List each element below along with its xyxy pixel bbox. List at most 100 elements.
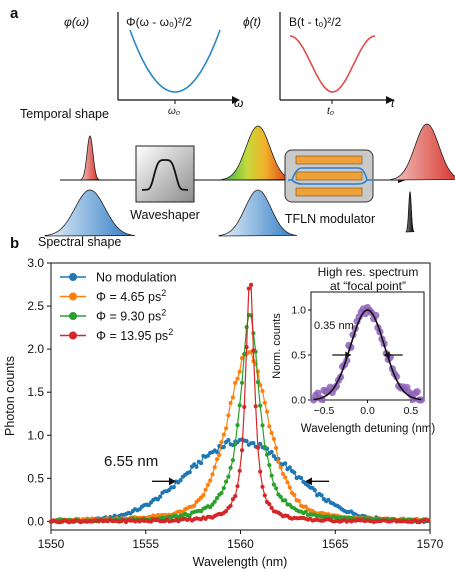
series-line xyxy=(50,438,429,523)
data-point xyxy=(230,395,235,400)
data-point xyxy=(155,497,160,502)
data-point xyxy=(264,409,270,414)
data-point xyxy=(267,502,272,507)
fwhm-arrowhead-right xyxy=(305,477,313,486)
inset-frame xyxy=(310,291,425,401)
phase-plot-xlabel: ω xyxy=(234,96,243,110)
output-pulse xyxy=(390,123,455,181)
inset-arrowhead-right xyxy=(383,351,390,359)
data-point xyxy=(285,480,290,485)
input-spectrum xyxy=(44,189,136,237)
data-point xyxy=(237,369,242,374)
electrode-bottom xyxy=(295,187,363,197)
data-point xyxy=(158,494,163,499)
inset-y-tick-label: 0.5 xyxy=(291,350,306,362)
data-point xyxy=(244,438,249,444)
data-point xyxy=(274,486,279,491)
data-point xyxy=(205,453,210,458)
data-point xyxy=(255,445,260,450)
data-point xyxy=(242,351,247,357)
inset-x-tick-label: −0.5 xyxy=(314,405,335,417)
data-point xyxy=(276,459,281,464)
y-tick-label: 2.5 xyxy=(27,299,44,313)
data-point xyxy=(269,430,274,435)
time-plot-xlabel: t xyxy=(391,96,395,110)
data-point xyxy=(271,454,276,459)
time-curve-label: B(t - t₀)²/2 xyxy=(289,15,342,29)
data-point xyxy=(233,494,238,499)
data-point xyxy=(212,499,217,504)
inset-chart: High res. spectrum at “focal point” 0.0 0… xyxy=(271,265,435,435)
data-point xyxy=(269,505,274,510)
data-point xyxy=(224,426,229,431)
inset-y-axis-label: Norm. counts xyxy=(271,313,283,379)
x-tick-label: 1570 xyxy=(417,537,444,551)
time-plot: ϕ(t) B(t - t₀)²/2 t t₀ xyxy=(243,12,395,117)
phase-curve-label: Φ(ω - ω₀)²/2 xyxy=(126,15,192,29)
data-point xyxy=(233,442,238,447)
electrode-middle xyxy=(295,171,363,181)
data-point xyxy=(280,471,285,476)
data-point xyxy=(230,458,235,463)
data-point xyxy=(219,490,224,496)
series-4 xyxy=(48,282,431,525)
phase-plot-tick-label: ω₀ xyxy=(168,106,180,117)
data-point xyxy=(264,452,270,457)
data-point xyxy=(262,400,267,405)
data-point xyxy=(226,413,231,418)
data-point xyxy=(253,404,258,409)
panel-b-label: b xyxy=(10,235,19,252)
data-point xyxy=(312,488,317,493)
data-point xyxy=(244,345,249,350)
data-point xyxy=(258,403,263,408)
data-point xyxy=(214,457,220,462)
time-plot-ylabel: ϕ(t) xyxy=(243,15,261,29)
y-tick-label: 1.5 xyxy=(27,385,44,399)
main-chart: 0.0 0.5 1.0 1.5 2.0 2.5 3.0 1550 1555 1560 1565 15… xyxy=(3,256,444,569)
data-point xyxy=(292,492,297,498)
data-point xyxy=(235,423,240,428)
legend-label: Φ = 9.30 ps2 xyxy=(96,308,166,324)
data-point xyxy=(287,485,292,490)
data-point xyxy=(278,465,283,470)
phase-plot-ylabel: φ(ω) xyxy=(64,15,89,29)
inset-y-tick-label: 0.0 xyxy=(291,395,306,407)
waveshaper-filter-icon xyxy=(141,159,189,191)
modulator-label: TFLN modulator xyxy=(285,212,375,226)
panel-a-label: a xyxy=(10,5,19,22)
y-tick-label: 2.0 xyxy=(27,342,44,356)
inset-y-tick-label: 1.0 xyxy=(291,305,306,317)
data-point xyxy=(192,503,197,508)
waveshaper: Waveshaper xyxy=(130,145,200,222)
data-point xyxy=(205,482,210,487)
phase-curve xyxy=(129,29,221,93)
data-point xyxy=(235,376,240,381)
data-point xyxy=(226,474,231,479)
x-tick-label: 1555 xyxy=(132,537,159,551)
inset-x-tick-label: 0.0 xyxy=(360,405,375,417)
data-point xyxy=(255,380,260,385)
legend-marker xyxy=(69,312,77,320)
inset-annotation-label: 0.35 nm xyxy=(314,320,354,332)
data-point xyxy=(239,448,245,453)
x-tick-label: 1550 xyxy=(38,537,65,551)
tfln-modulator: TFLN modulator xyxy=(284,149,375,226)
data-point xyxy=(262,444,267,450)
fwhm-arrowhead-left xyxy=(168,477,176,486)
input-temporal-pulse xyxy=(80,135,101,181)
data-point xyxy=(226,438,231,443)
data-point xyxy=(242,404,247,410)
temporal-shape-label: Temporal shape xyxy=(20,107,109,121)
data-point xyxy=(292,470,297,475)
inset-x-axis-label: Wavelength detuning (nm) xyxy=(301,423,436,435)
data-point xyxy=(221,444,226,450)
data-point xyxy=(246,286,251,291)
data-point xyxy=(251,348,256,353)
legend-label: No modulation xyxy=(96,271,177,285)
fwhm-annotation-label: 6.55 nm xyxy=(104,453,158,470)
data-point xyxy=(239,356,245,361)
data-point xyxy=(237,403,242,408)
inset-data-point xyxy=(413,388,421,396)
data-point xyxy=(233,380,238,385)
data-point xyxy=(224,509,229,514)
